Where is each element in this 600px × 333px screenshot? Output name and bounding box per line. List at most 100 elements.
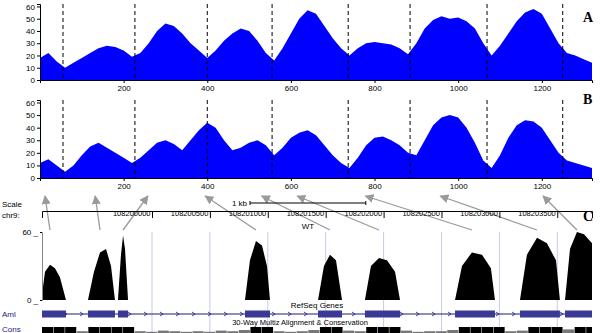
tick-label: 108203000 bbox=[460, 209, 498, 218]
annotation: WT bbox=[302, 222, 315, 231]
exon bbox=[365, 311, 400, 318]
tick-mark bbox=[291, 80, 292, 83]
tick-mark bbox=[40, 232, 42, 233]
conservation-bar bbox=[88, 327, 99, 333]
tick-mark bbox=[37, 140, 40, 141]
tick: 1200 bbox=[533, 178, 551, 191]
tick: 1000 bbox=[450, 178, 468, 191]
tick-label: 400 bbox=[201, 182, 215, 191]
boundary-line bbox=[63, 100, 64, 178]
conservation-bar bbox=[42, 327, 53, 333]
exon bbox=[42, 311, 66, 318]
conservation-bar bbox=[204, 332, 215, 333]
tick-label: 40 bbox=[26, 124, 35, 133]
boundary-line bbox=[207, 4, 208, 80]
tick: 1000 bbox=[450, 80, 468, 93]
tick: 200 bbox=[117, 80, 131, 93]
boundary-line bbox=[134, 100, 135, 178]
conservation-bar bbox=[586, 327, 592, 333]
tick: 108203500 bbox=[518, 209, 558, 218]
conservation-bar bbox=[551, 327, 562, 333]
tick-label: 600 bbox=[285, 182, 299, 191]
tick: 108202500 bbox=[402, 209, 442, 218]
conservation-bar bbox=[297, 331, 308, 333]
track-title: 30-Way Multiz Alignment & Conservation bbox=[232, 318, 368, 327]
conservation-bar bbox=[285, 332, 296, 333]
scale-bar-label: 1 kb bbox=[232, 199, 248, 208]
tick-mark bbox=[291, 178, 292, 181]
exon bbox=[118, 311, 128, 318]
strand-chevron bbox=[208, 312, 211, 316]
tick: 400 bbox=[201, 178, 215, 191]
conservation-bar bbox=[366, 327, 377, 333]
tick: 108203000 bbox=[460, 209, 500, 218]
conservation-bar bbox=[355, 331, 366, 333]
tick-mark bbox=[37, 6, 40, 7]
link-arrow bbox=[45, 196, 50, 230]
tick: 20 bbox=[26, 52, 40, 61]
tick-label: 60 _ bbox=[22, 228, 38, 237]
tick-mark bbox=[37, 31, 40, 32]
conservation-bar bbox=[111, 327, 122, 333]
y-axis: 0102030405060 bbox=[26, 3, 40, 86]
tick: 800 bbox=[368, 80, 382, 93]
conservation-bar bbox=[123, 327, 134, 333]
strand-chevron bbox=[192, 312, 195, 316]
link-arrow bbox=[95, 196, 100, 230]
strand-chevron bbox=[240, 312, 243, 316]
gene-name: Aml bbox=[2, 310, 16, 319]
conservation-bar bbox=[470, 327, 481, 333]
conservation-bar bbox=[146, 332, 157, 333]
tick-mark bbox=[37, 153, 40, 154]
tick-label: 30 bbox=[26, 39, 35, 48]
tick-label: 40 bbox=[26, 27, 35, 36]
tick: 60 bbox=[26, 99, 40, 108]
strand-chevron bbox=[80, 312, 83, 316]
tick-mark bbox=[210, 211, 211, 218]
tick-label: 108201000 bbox=[229, 209, 267, 218]
boundary-line bbox=[272, 4, 273, 80]
tick-mark bbox=[37, 128, 40, 129]
x-axis-line bbox=[41, 179, 593, 182]
boundary-line bbox=[562, 4, 563, 80]
boundary-line bbox=[272, 100, 273, 178]
conservation-bar bbox=[181, 332, 192, 333]
boundary-line bbox=[207, 100, 208, 178]
boundary-line bbox=[134, 4, 135, 80]
strand-chevron bbox=[160, 312, 163, 316]
tick: 200 bbox=[117, 178, 131, 191]
tick-mark bbox=[375, 80, 376, 83]
tick: 108202000 bbox=[345, 209, 385, 218]
tick: 600 bbox=[285, 80, 299, 93]
tick-label: 1000 bbox=[450, 182, 468, 191]
annotation: chr9: bbox=[2, 211, 20, 220]
grid bbox=[152, 232, 557, 333]
conservation-bar bbox=[169, 331, 180, 333]
conservation-bar bbox=[389, 327, 400, 333]
conservation-bar bbox=[135, 331, 146, 333]
tick-mark bbox=[458, 80, 459, 83]
conservation-bar bbox=[54, 327, 65, 333]
conservation-bar bbox=[274, 331, 285, 333]
tick-mark bbox=[542, 80, 543, 83]
tick-label: 400 bbox=[201, 84, 215, 93]
conservation-bar bbox=[343, 331, 354, 333]
tick-mark bbox=[37, 55, 40, 56]
tick-mark bbox=[152, 211, 153, 218]
plot-area bbox=[40, 100, 592, 178]
tick: 50 bbox=[26, 111, 40, 120]
conservation-bar bbox=[216, 331, 227, 333]
track-label: Cons bbox=[2, 325, 21, 333]
tick: 60 _ bbox=[22, 228, 42, 237]
coverage-area bbox=[42, 232, 592, 300]
conservation-bar bbox=[331, 327, 342, 333]
exon bbox=[520, 311, 560, 318]
tick-label: 20 bbox=[26, 52, 35, 61]
conservation-bar bbox=[378, 327, 389, 333]
tick-mark bbox=[458, 178, 459, 181]
tick-mark bbox=[207, 178, 208, 181]
conservation-bar bbox=[494, 327, 505, 333]
plot-area bbox=[42, 232, 592, 300]
strand-chevron bbox=[128, 312, 131, 316]
conservation-bar bbox=[575, 327, 586, 333]
